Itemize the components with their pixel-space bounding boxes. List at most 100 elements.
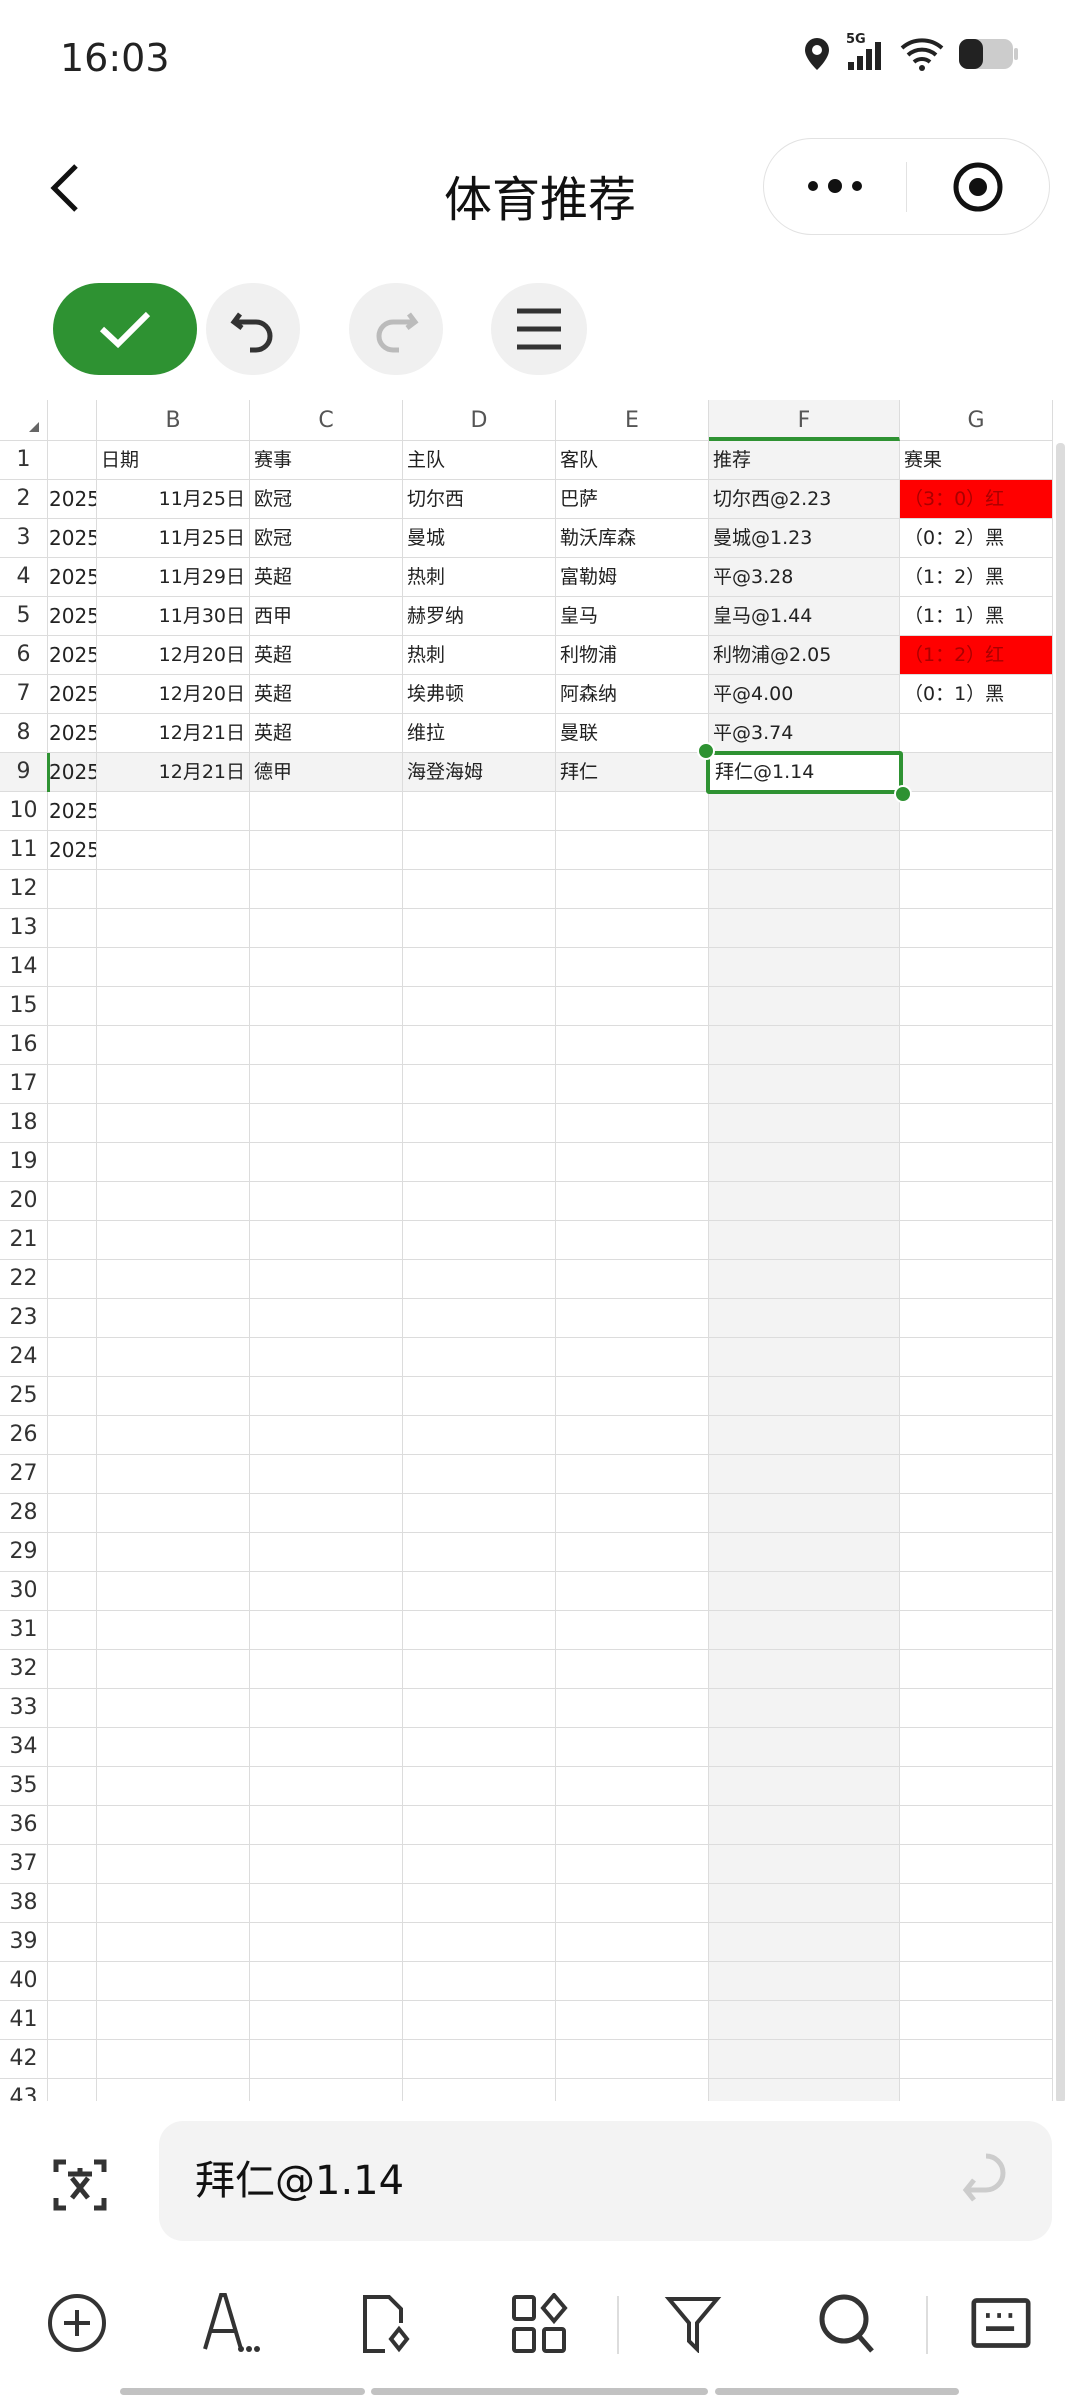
cell-D13[interactable] (403, 909, 556, 948)
cell-D41[interactable] (403, 2001, 556, 2040)
cell-B19[interactable] (97, 1143, 250, 1182)
cell-C37[interactable] (250, 1845, 403, 1884)
row-header[interactable]: 32 (0, 1650, 48, 1689)
cell-A30[interactable] (48, 1572, 97, 1611)
cell-E2[interactable]: 巴萨 (556, 480, 709, 519)
cell-G34[interactable] (900, 1728, 1053, 1767)
vertical-scrollbar[interactable] (1056, 443, 1065, 2101)
cell-G6[interactable]: （1：2）红 (900, 636, 1053, 675)
cell-F10[interactable] (709, 792, 900, 831)
cell-G23[interactable] (900, 1299, 1053, 1338)
cell-B31[interactable] (97, 1611, 250, 1650)
cell-C30[interactable] (250, 1572, 403, 1611)
cell-D9[interactable]: 海登海姆 (403, 753, 556, 792)
cell-E34[interactable] (556, 1728, 709, 1767)
row-header[interactable]: 31 (0, 1611, 48, 1650)
cell-G1[interactable]: 赛果 (900, 441, 1053, 480)
cell-C14[interactable] (250, 948, 403, 987)
cell-B26[interactable] (97, 1416, 250, 1455)
confirm-button[interactable] (53, 283, 197, 375)
cell-G24[interactable] (900, 1338, 1053, 1377)
column-header[interactable]: G (900, 400, 1053, 441)
cell-D29[interactable] (403, 1533, 556, 1572)
cell-C18[interactable] (250, 1104, 403, 1143)
cell-D25[interactable] (403, 1377, 556, 1416)
cell-F35[interactable] (709, 1767, 900, 1806)
cell-C43[interactable] (250, 2079, 403, 2101)
cell-B16[interactable] (97, 1026, 250, 1065)
cell-G3[interactable]: （0：2）黑 (900, 519, 1053, 558)
cell-D5[interactable]: 赫罗纳 (403, 597, 556, 636)
cell-E11[interactable] (556, 831, 709, 870)
cell-B29[interactable] (97, 1533, 250, 1572)
cell-D4[interactable]: 热刺 (403, 558, 556, 597)
cell-A11[interactable]: 2025 (48, 831, 97, 870)
cell-C5[interactable]: 西甲 (250, 597, 403, 636)
cell-F5[interactable]: 皇马@1.44 (709, 597, 900, 636)
cell-E5[interactable]: 皇马 (556, 597, 709, 636)
row-header[interactable]: 21 (0, 1221, 48, 1260)
cell-G16[interactable] (900, 1026, 1053, 1065)
cell-F19[interactable] (709, 1143, 900, 1182)
cell-C39[interactable] (250, 1923, 403, 1962)
cell-E24[interactable] (556, 1338, 709, 1377)
cell-F34[interactable] (709, 1728, 900, 1767)
cell-F15[interactable] (709, 987, 900, 1026)
cell-A37[interactable] (48, 1845, 97, 1884)
menu-button[interactable] (491, 283, 587, 375)
cell-A32[interactable] (48, 1650, 97, 1689)
cell-F36[interactable] (709, 1806, 900, 1845)
row-header[interactable]: 26 (0, 1416, 48, 1455)
cell-G39[interactable] (900, 1923, 1053, 1962)
cell-G43[interactable] (900, 2079, 1053, 2101)
keyboard-icon[interactable] (971, 2293, 1031, 2353)
cell-G38[interactable] (900, 1884, 1053, 1923)
cell-B11[interactable] (97, 831, 250, 870)
cell-E10[interactable] (556, 792, 709, 831)
cell-D19[interactable] (403, 1143, 556, 1182)
cell-B14[interactable] (97, 948, 250, 987)
cell-D3[interactable]: 曼城 (403, 519, 556, 558)
cell-B43[interactable] (97, 2079, 250, 2101)
cell-E41[interactable] (556, 2001, 709, 2040)
cell-E16[interactable] (556, 1026, 709, 1065)
cell-E12[interactable] (556, 870, 709, 909)
file-preview-icon[interactable] (359, 2293, 419, 2353)
row-header[interactable]: 38 (0, 1884, 48, 1923)
cell-D40[interactable] (403, 1962, 556, 2001)
cell-B18[interactable] (97, 1104, 250, 1143)
cell-A13[interactable] (48, 909, 97, 948)
insert-icon[interactable] (47, 2293, 107, 2353)
cell-B39[interactable] (97, 1923, 250, 1962)
row-header[interactable]: 23 (0, 1299, 48, 1338)
row-header[interactable]: 13 (0, 909, 48, 948)
cell-A15[interactable] (48, 987, 97, 1026)
cell-F1[interactable]: 推荐 (709, 441, 900, 480)
cell-E31[interactable] (556, 1611, 709, 1650)
row-header[interactable]: 40 (0, 1962, 48, 2001)
cell-F32[interactable] (709, 1650, 900, 1689)
cell-B23[interactable] (97, 1299, 250, 1338)
cell-A10[interactable]: 2025 (48, 792, 97, 831)
row-header[interactable]: 1 (0, 441, 48, 480)
cell-F20[interactable] (709, 1182, 900, 1221)
row-header[interactable]: 12 (0, 870, 48, 909)
cell-E3[interactable]: 勒沃库森 (556, 519, 709, 558)
cell-E38[interactable] (556, 1884, 709, 1923)
cell-A9[interactable]: 2025 (48, 753, 97, 792)
cell-A14[interactable] (48, 948, 97, 987)
cell-A27[interactable] (48, 1455, 97, 1494)
cell-C13[interactable] (250, 909, 403, 948)
cell-G20[interactable] (900, 1182, 1053, 1221)
cell-D11[interactable] (403, 831, 556, 870)
cell-A25[interactable] (48, 1377, 97, 1416)
cell-B1[interactable]: 日期 (97, 441, 250, 480)
cell-G2[interactable]: （3：0）红 (900, 480, 1053, 519)
cell-C29[interactable] (250, 1533, 403, 1572)
cell-A41[interactable] (48, 2001, 97, 2040)
row-header[interactable]: 16 (0, 1026, 48, 1065)
cell-D22[interactable] (403, 1260, 556, 1299)
cell-F41[interactable] (709, 2001, 900, 2040)
cell-E4[interactable]: 富勒姆 (556, 558, 709, 597)
cell-C23[interactable] (250, 1299, 403, 1338)
